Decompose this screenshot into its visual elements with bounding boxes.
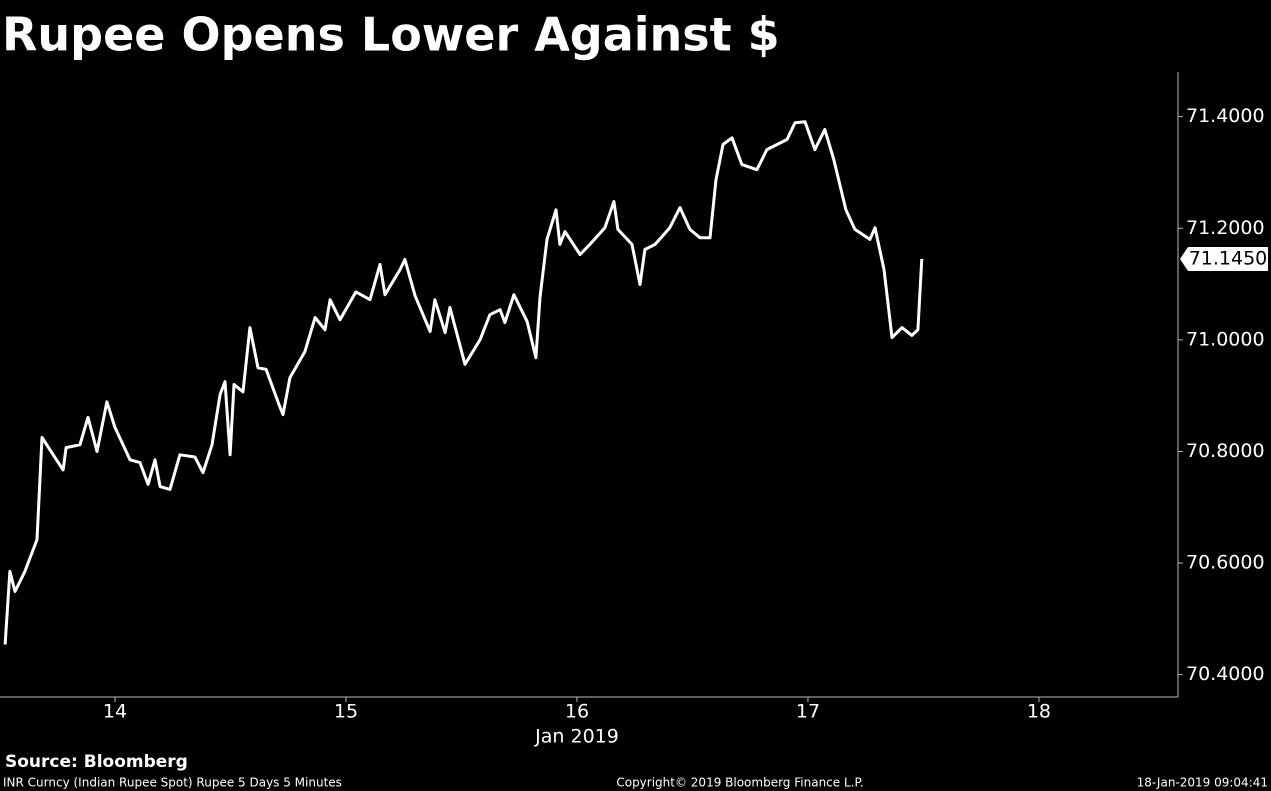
footer-right: 18-Jan-2019 09:04:41 (1137, 776, 1268, 790)
source: Source: Bloomberg (5, 752, 188, 772)
x-tick-label: 15 (334, 701, 358, 723)
last-price-label: 71.1450 (1189, 247, 1268, 269)
y-tick-label: 70.4000 (1186, 663, 1265, 685)
footer-center: Copyright© 2019 Bloomberg Finance L.P. (616, 776, 863, 790)
footer-left: INR Curncy (Indian Rupee Spot) Rupee 5 D… (3, 776, 342, 790)
price-line (3, 120, 924, 645)
y-tick-label: 71.0000 (1186, 328, 1265, 350)
last-price-box (1180, 246, 1268, 271)
x-axis-label: Jan 2019 (534, 726, 619, 748)
y-tick-label: 71.4000 (1186, 105, 1265, 127)
x-tick-label: 18 (1027, 701, 1051, 723)
chart-title: Rupee Opens Lower Against $ (2, 8, 780, 62)
y-tick-label: 70.6000 (1186, 552, 1265, 574)
y-tick-label: 70.8000 (1186, 440, 1265, 462)
x-tick-label: 14 (103, 701, 127, 723)
x-tick-label: 16 (565, 701, 589, 723)
x-tick-label: 17 (796, 701, 820, 723)
y-tick-label: 71.2000 (1186, 217, 1265, 239)
